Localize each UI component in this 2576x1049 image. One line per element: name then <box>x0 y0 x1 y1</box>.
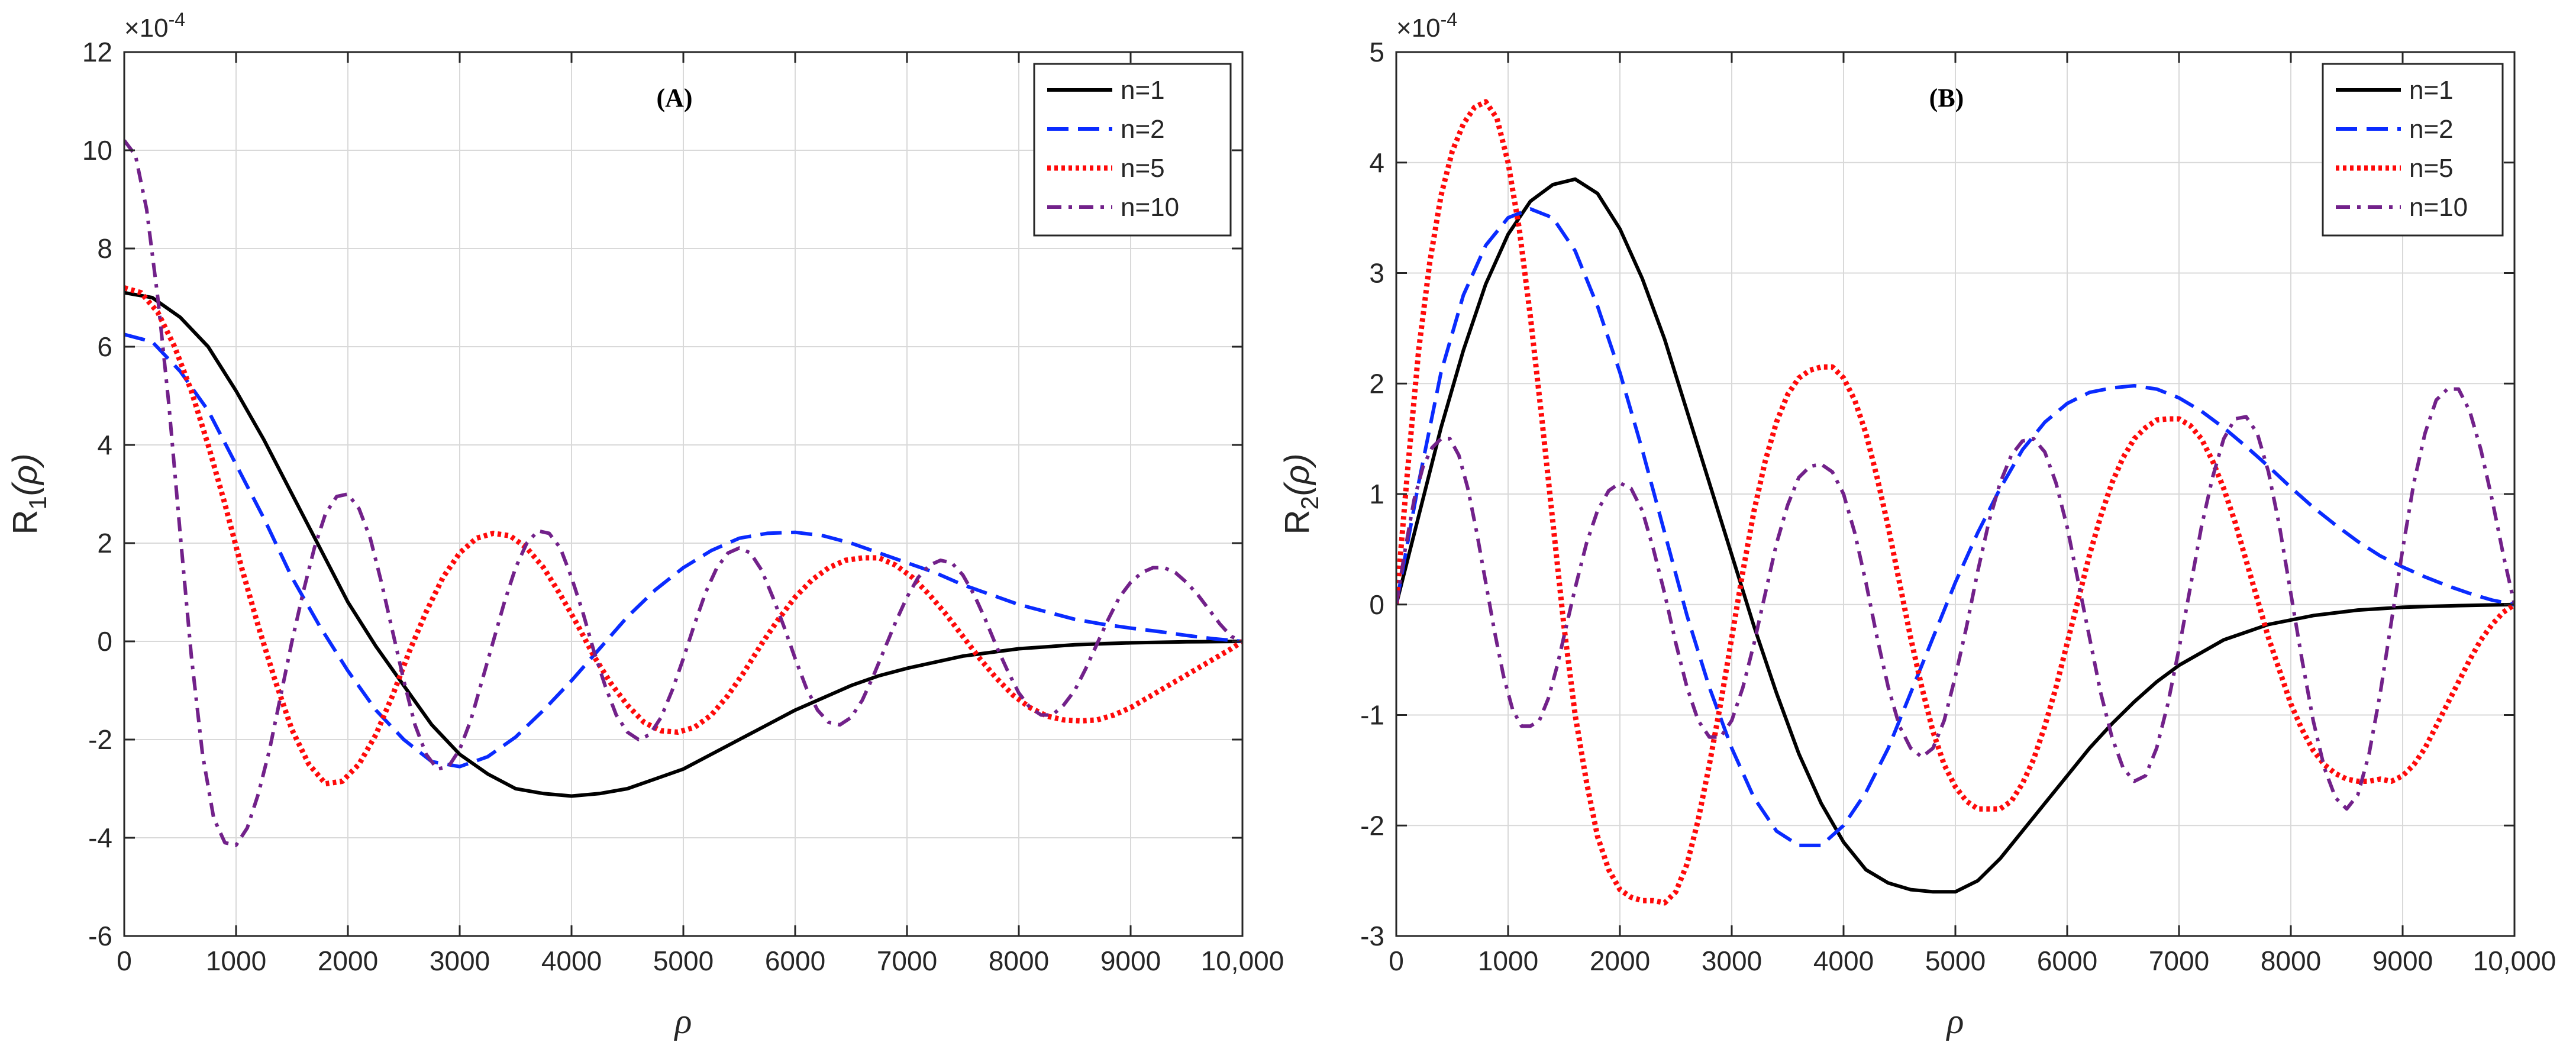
panel-a-y-tick-label: 4 <box>97 430 112 460</box>
panel-a-plot-area <box>124 139 1242 847</box>
panel-a-legend: n=1 n=2 n=5 n=10 <box>1033 63 1232 237</box>
panel-b-y-tick-label: 4 <box>1369 147 1384 178</box>
panel-a-legend-label: n=10 <box>1121 193 1179 222</box>
panel-a-y-tick-label: 6 <box>97 331 112 362</box>
panel-a-x-tick-label: 0 <box>117 945 132 976</box>
panel-a: 0 1000 2000 3000 4000 5000 6000 7000 8000 9000 10,… <box>6 9 1284 1041</box>
panel-a-xlabel: ρ <box>674 1002 692 1041</box>
panel-b-series-n2 <box>1396 207 2514 847</box>
panel-b-x-tick-label: 4000 <box>1813 945 1874 976</box>
panel-b-multiplier: ×10-4 <box>1396 9 1457 43</box>
panel-a-legend-label: n=1 <box>1121 76 1165 105</box>
panel-b-x-tick-label: 0 <box>1389 945 1404 976</box>
panel-a-legend-label: n=5 <box>1121 154 1165 183</box>
panel-a-legend-box <box>1033 63 1232 237</box>
panel-b-series-n1 <box>1396 177 2514 894</box>
panel-a-x-tick-label: 2000 <box>318 945 378 976</box>
panel-a-x-tick-label: 3000 <box>430 945 490 976</box>
panel-a-label: (A) <box>656 83 692 112</box>
panel-b-y-tick-label: 1 <box>1369 479 1384 509</box>
panel-b-legend-label: n=1 <box>2409 76 2454 105</box>
panel-b-xlabel: ρ <box>1946 1002 1964 1041</box>
panel-b-legend-label: n=5 <box>2409 154 2454 183</box>
panel-b-x-tick-label: 3000 <box>1702 945 1762 976</box>
panel-b-legend-label: n=10 <box>2409 193 2468 222</box>
panel-a-x-tick-label: 6000 <box>765 945 825 976</box>
panel-a-y-tick-label: 12 <box>82 37 112 67</box>
panel-b-y-tick-label: -2 <box>1360 810 1384 841</box>
panel-b-x-tick-label: 2000 <box>1590 945 1650 976</box>
panel-b-legend-label: n=2 <box>2409 115 2454 144</box>
panel-b-y-tick-label: 3 <box>1369 258 1384 289</box>
panel-a-y-tick-label: -6 <box>88 921 112 951</box>
panel-b-legend: n=1 n=2 n=5 n=10 <box>2322 63 2504 237</box>
panel-a-y-tick-label: -4 <box>88 822 112 853</box>
panel-b-ylabel: R2(ρ) <box>1278 453 1323 534</box>
panel-a-x-tick-label: 1000 <box>206 945 266 976</box>
panel-a-x-tick-label: 7000 <box>877 945 937 976</box>
panel-b-legend-box <box>2322 63 2504 237</box>
panel-b-x-tick-label: 6000 <box>2037 945 2097 976</box>
panel-b-series-n10 <box>1396 387 2514 811</box>
panel-a-y-tick-label: 2 <box>97 528 112 559</box>
panel-a-y-tick-label: 10 <box>82 135 112 166</box>
panel-b: 0 1000 2000 3000 4000 5000 6000 7000 8000 9000 10,… <box>1278 9 2556 1041</box>
panel-a-series-n2 <box>124 333 1242 769</box>
panel-b-plot-area <box>1396 99 2514 906</box>
panel-a-x-tick-label: 4000 <box>541 945 602 976</box>
panel-b-x-tick-label: 9000 <box>2372 945 2433 976</box>
panel-a-y-tick-label: 8 <box>97 233 112 264</box>
panel-a-ylabel: R1(ρ) <box>6 453 51 534</box>
panel-b-x-tick-label: 1000 <box>1478 945 1538 976</box>
panel-b-ticks: 0 1000 2000 3000 4000 5000 6000 7000 8000 9000 10,… <box>1360 37 2556 976</box>
panel-b-y-tick-label: -1 <box>1360 700 1384 731</box>
panel-a-x-tick-label: 10,000 <box>1201 945 1284 976</box>
panel-a-y-tick-label: 0 <box>97 626 112 657</box>
panel-a-x-tick-label: 5000 <box>653 945 714 976</box>
panel-b-x-tick-label: 5000 <box>1925 945 1986 976</box>
panel-b-y-tick-label: 5 <box>1369 37 1384 67</box>
panel-a-legend-label: n=2 <box>1121 115 1165 144</box>
panel-a-multiplier: ×10-4 <box>124 9 185 43</box>
panel-b-x-tick-label: 7000 <box>2149 945 2209 976</box>
panel-a-ticks: 0 1000 2000 3000 4000 5000 6000 7000 8000 9000 10,… <box>82 37 1284 976</box>
panel-b-x-tick-label: 8000 <box>2261 945 2321 976</box>
panel-b-y-tick-label: 0 <box>1369 589 1384 620</box>
panel-b-x-tick-label: 10,000 <box>2473 945 2556 976</box>
panel-b-series-n5 <box>1396 99 2514 906</box>
panel-b-label: (B) <box>1929 83 1964 112</box>
panel-b-y-tick-label: -3 <box>1360 921 1384 951</box>
panel-a-y-tick-label: -2 <box>88 724 112 755</box>
panel-a-series-n1 <box>124 291 1242 798</box>
panel-a-x-tick-label: 8000 <box>989 945 1049 976</box>
panel-a-series-n10 <box>124 139 1242 847</box>
panel-a-x-tick-label: 9000 <box>1100 945 1161 976</box>
panel-b-y-tick-label: 2 <box>1369 368 1384 399</box>
